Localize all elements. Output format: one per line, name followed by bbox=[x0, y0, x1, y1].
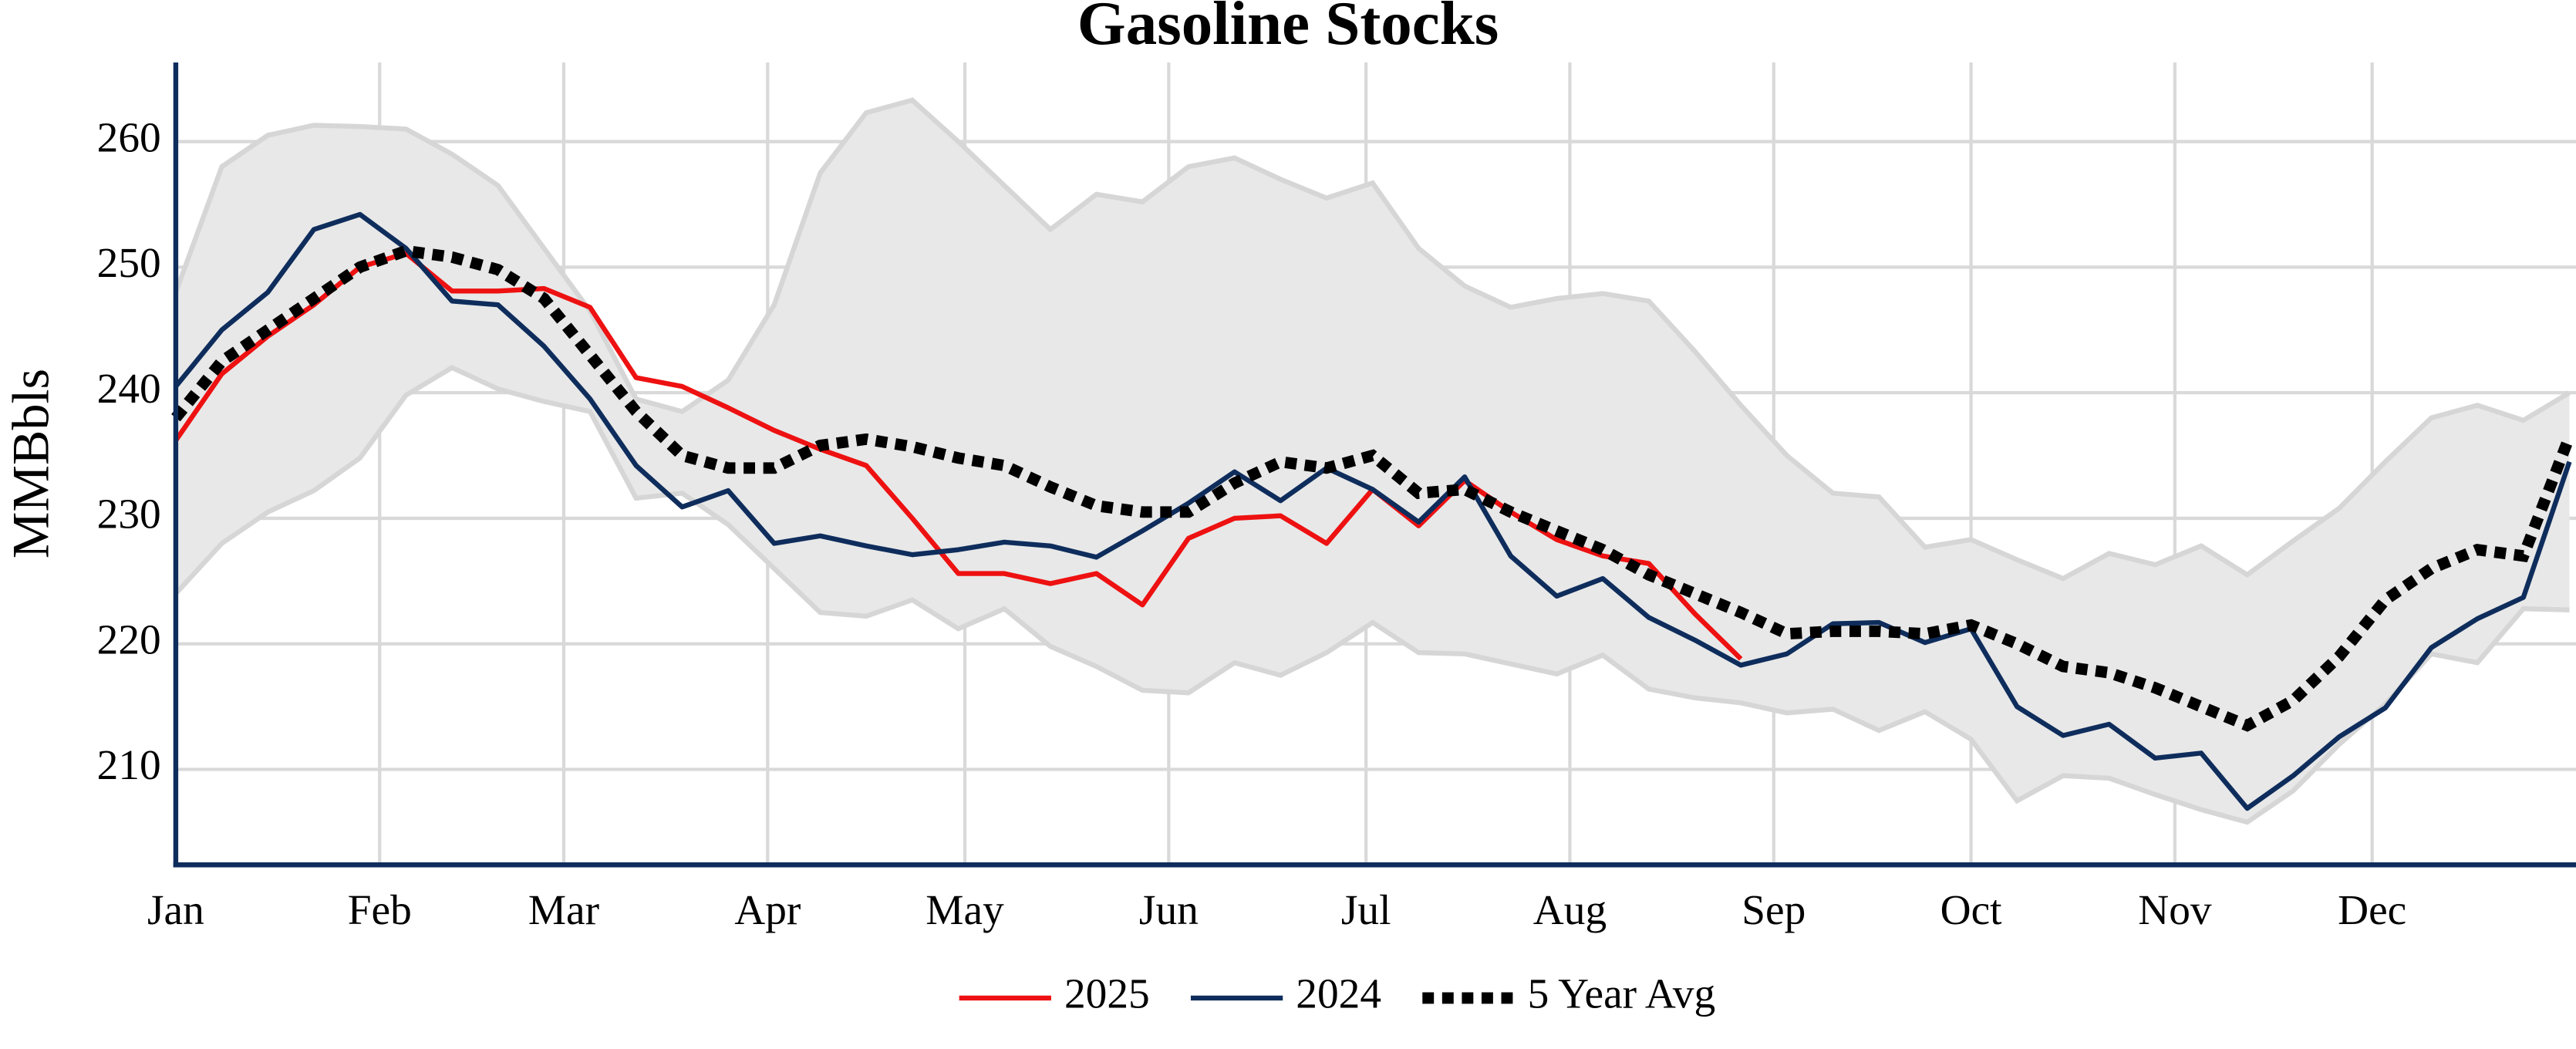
x-tick-label: Apr bbox=[734, 886, 801, 933]
legend-label: 2025 bbox=[1064, 970, 1150, 1017]
x-tick-label: Dec bbox=[2338, 886, 2406, 933]
series-line bbox=[174, 251, 1743, 661]
y-tick-label: 210 bbox=[97, 741, 161, 788]
y-axis-label: MMBbls bbox=[2, 369, 60, 558]
x-tick-label: Jun bbox=[1139, 886, 1199, 933]
y-tick-label: 260 bbox=[97, 113, 161, 160]
legend-item: 2024 bbox=[1190, 970, 1381, 1017]
series-line bbox=[174, 211, 2572, 811]
x-tick-label: Jul bbox=[1341, 886, 1391, 933]
range-upper bbox=[173, 97, 2571, 582]
y-tick-label: 250 bbox=[97, 239, 161, 286]
x-tick-label: Nov bbox=[2138, 886, 2212, 933]
legend: 2025 2024 5 Year Avg bbox=[959, 970, 1715, 1017]
x-tick-label: Jan bbox=[147, 886, 204, 933]
y-tick-label: 220 bbox=[97, 616, 161, 663]
range-lower bbox=[174, 364, 2570, 825]
series-line bbox=[171, 245, 2575, 732]
x-tick-label: Sep bbox=[1741, 886, 1806, 933]
legend-label: 2024 bbox=[1296, 970, 1381, 1017]
y-tick-label: 230 bbox=[97, 491, 161, 538]
legend-item: 2025 bbox=[959, 970, 1150, 1017]
axes: Jan Feb Mar Apr May Jun Jul Aug Sep Oct Nov Dec 210 2… bbox=[97, 62, 2576, 933]
chart-title: Gasoline Stocks bbox=[1077, 0, 1499, 58]
y-tick-label: 240 bbox=[97, 365, 161, 412]
x-tick-label: Aug bbox=[1533, 886, 1607, 933]
legend-item: 5 Year Avg bbox=[1422, 970, 1715, 1017]
legend-label: 5 Year Avg bbox=[1528, 970, 1716, 1017]
x-tick-label: Feb bbox=[348, 886, 412, 933]
series-lines bbox=[171, 211, 2575, 811]
x-tick-label: Mar bbox=[528, 886, 599, 933]
x-tick-label: Oct bbox=[1940, 886, 2003, 933]
x-tick-label: May bbox=[926, 886, 1004, 933]
